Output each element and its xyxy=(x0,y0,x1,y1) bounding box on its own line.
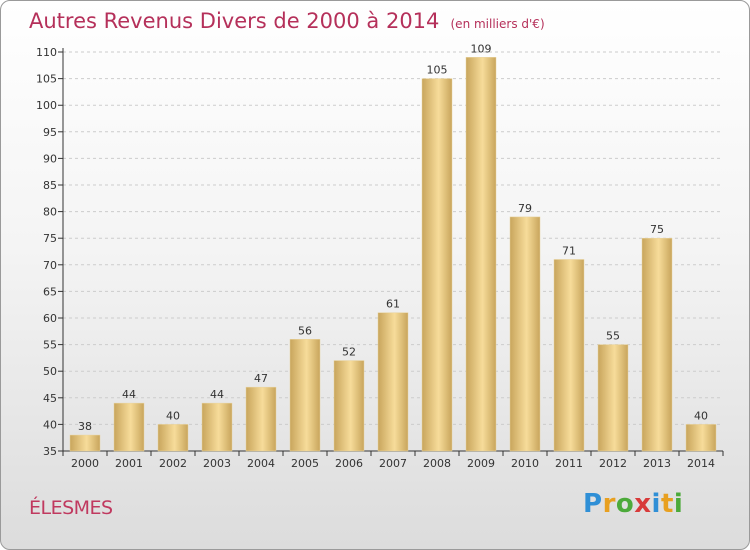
y-tick-label: 75 xyxy=(43,232,57,245)
bar xyxy=(113,402,145,452)
y-tick-label: 85 xyxy=(43,179,57,192)
bar xyxy=(377,312,409,452)
x-tick-label: 2005 xyxy=(291,457,319,470)
x-tick-label: 2011 xyxy=(555,457,583,470)
y-tick-label: 60 xyxy=(43,312,57,325)
x-tick-label: 2002 xyxy=(159,457,187,470)
x-tick-label: 2010 xyxy=(511,457,539,470)
data-label: 52 xyxy=(342,346,356,359)
bar xyxy=(465,57,497,452)
logo-letter: i xyxy=(673,489,684,519)
x-tick-label: 2001 xyxy=(115,457,143,470)
logo-letter: r xyxy=(602,489,616,519)
y-tick-label: 80 xyxy=(43,206,57,219)
y-tick-label: 55 xyxy=(43,339,57,352)
x-tick-label: 2008 xyxy=(423,457,451,470)
bar xyxy=(69,434,101,452)
logo-letter: o xyxy=(615,489,635,519)
chart-title: Autres Revenus Divers de 2000 à 2014 xyxy=(29,9,440,33)
data-label: 71 xyxy=(562,244,576,257)
y-tick-label: 65 xyxy=(43,285,57,298)
bar xyxy=(157,424,189,452)
data-label: 75 xyxy=(650,223,664,236)
y-tick-label: 50 xyxy=(43,365,57,378)
x-tick-label: 2004 xyxy=(247,457,275,470)
data-label: 38 xyxy=(78,420,92,433)
data-label: 105 xyxy=(427,64,448,77)
commune-name: ÉLESMES xyxy=(29,497,113,519)
data-label: 44 xyxy=(210,388,224,401)
bar xyxy=(245,386,277,452)
x-tick-label: 2000 xyxy=(71,457,99,470)
x-tick-label: 2014 xyxy=(687,457,715,470)
bar xyxy=(333,360,365,452)
data-label: 55 xyxy=(606,330,620,343)
x-tick-label: 2006 xyxy=(335,457,363,470)
data-label: 56 xyxy=(298,324,312,337)
bar xyxy=(421,78,453,452)
y-tick-label: 100 xyxy=(36,99,57,112)
y-tick-label: 105 xyxy=(36,73,57,86)
data-label: 44 xyxy=(122,388,136,401)
logo-letter: x xyxy=(634,489,652,519)
bar xyxy=(641,237,673,452)
x-tick-label: 2012 xyxy=(599,457,627,470)
y-tick-label: 90 xyxy=(43,152,57,165)
y-tick-label: 70 xyxy=(43,259,57,272)
y-tick-label: 110 xyxy=(36,46,57,59)
data-label: 47 xyxy=(254,372,268,385)
bar xyxy=(685,424,717,452)
data-label: 109 xyxy=(471,42,492,55)
data-label: 79 xyxy=(518,202,532,215)
bar xyxy=(201,402,233,452)
x-tick-label: 2009 xyxy=(467,457,495,470)
data-label: 40 xyxy=(694,409,708,422)
data-label: 40 xyxy=(166,409,180,422)
x-tick-label: 2013 xyxy=(643,457,671,470)
y-tick-label: 35 xyxy=(43,445,57,458)
x-tick-label: 2007 xyxy=(379,457,407,470)
logo-letter: P xyxy=(583,489,603,519)
bar xyxy=(509,216,541,452)
logo-letter: i xyxy=(651,489,661,519)
y-tick-label: 40 xyxy=(43,418,57,431)
proxiti-logo: Proxiti xyxy=(583,489,683,519)
chart-unit: (en milliers d'€) xyxy=(450,17,545,31)
bar xyxy=(289,339,321,452)
y-tick-label: 95 xyxy=(43,126,57,139)
data-label: 61 xyxy=(386,298,400,311)
logo-letter: t xyxy=(660,489,674,519)
x-tick-label: 2003 xyxy=(203,457,231,470)
bar xyxy=(597,344,629,452)
bar xyxy=(553,259,585,452)
y-tick-label: 45 xyxy=(43,392,57,405)
chart-title-block: Autres Revenus Divers de 2000 à 2014 (en… xyxy=(29,9,545,33)
